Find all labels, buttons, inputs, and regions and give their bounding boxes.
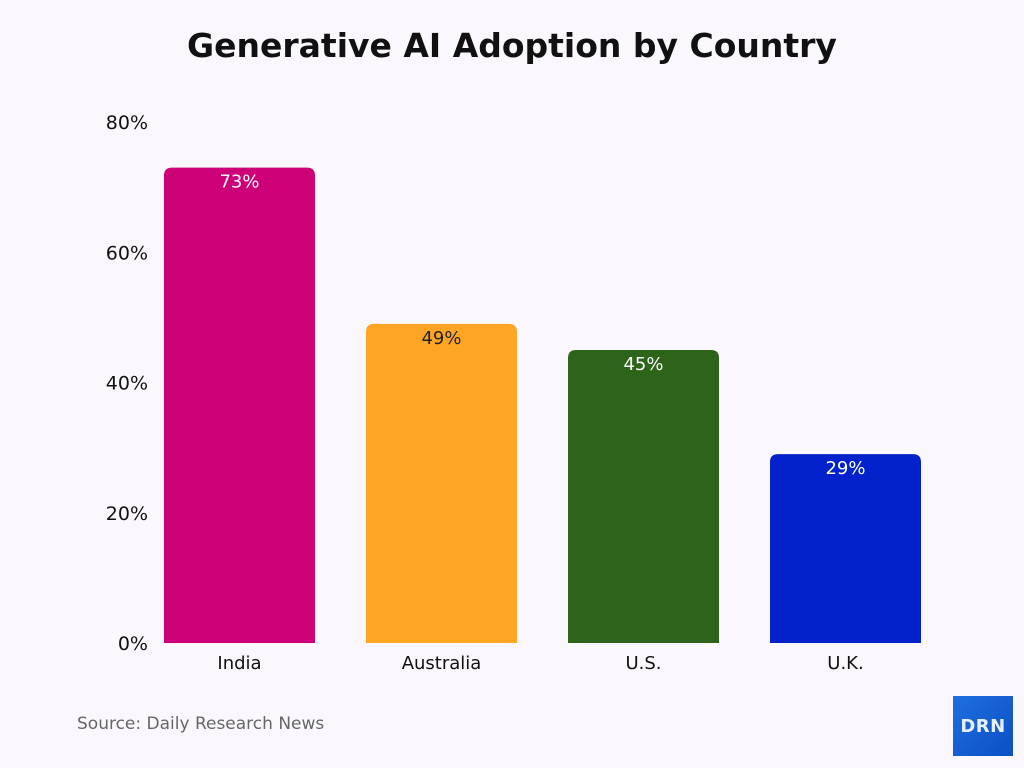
data-label: 49%: [421, 328, 461, 349]
data-label: 73%: [219, 172, 259, 193]
data-label: 45%: [623, 354, 663, 375]
x-tick-label: Australia: [402, 653, 482, 674]
bar: [568, 349, 719, 643]
x-tick-label: U.S.: [625, 653, 661, 674]
x-tick-label: U.K.: [827, 653, 863, 674]
bar: [366, 323, 517, 643]
bar: [164, 167, 315, 643]
source-note: Source: Daily Research News: [77, 714, 325, 734]
drn-logo: DRN: [953, 696, 1013, 756]
y-tick-label: 20%: [106, 503, 148, 525]
data-label: 29%: [825, 458, 865, 479]
bar: [770, 454, 921, 643]
chart-title: Generative AI Adoption by Country: [187, 26, 837, 65]
logo-text: DRN: [960, 715, 1006, 737]
y-tick-label: 40%: [106, 373, 148, 395]
y-tick-label: 0%: [118, 633, 148, 655]
y-tick-label: 80%: [106, 112, 148, 134]
x-tick-label: India: [217, 653, 261, 674]
y-tick-label: 60%: [106, 242, 148, 264]
